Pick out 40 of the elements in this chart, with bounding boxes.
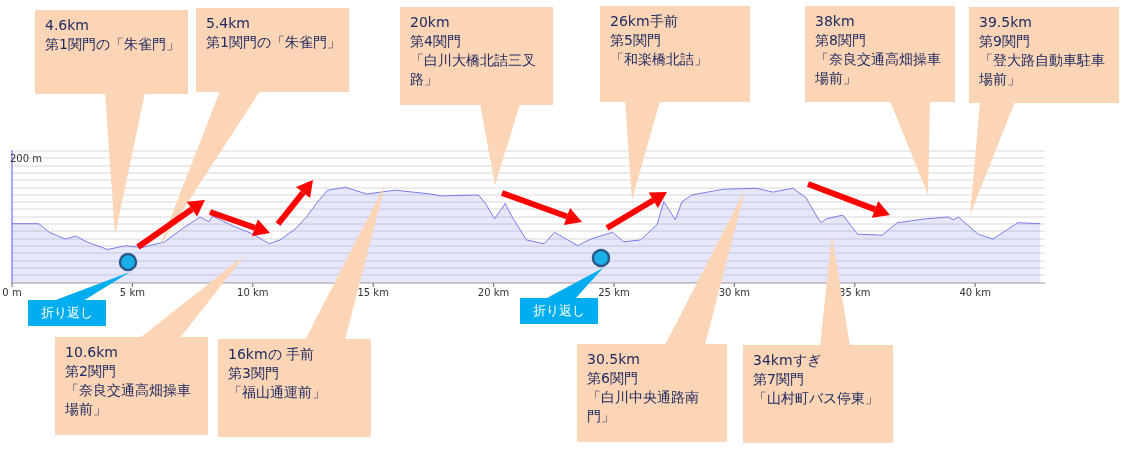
text: 「奈良交通高畑操車場前」 xyxy=(65,381,192,419)
text: 第5関門 xyxy=(610,31,662,50)
text: 「白川中央通路南門」 xyxy=(587,388,700,426)
x-tick-label: 40 km xyxy=(959,287,991,299)
text: 第7関門 xyxy=(753,370,805,389)
x-tick-label: 25 km xyxy=(598,287,630,299)
text: 「福山通運前」 xyxy=(228,383,327,402)
text: 第4関門 xyxy=(410,32,462,51)
x-tick-label: 30 km xyxy=(718,287,751,299)
x-tick-label: 10 km xyxy=(237,287,269,299)
text: 折り返し xyxy=(28,300,106,326)
text: 第1関門の「朱雀門」 xyxy=(206,33,342,52)
text: 第2関門 xyxy=(65,362,117,381)
text: 「白川大橋北詰三叉路」 xyxy=(410,51,537,89)
text: 折り返し xyxy=(520,298,598,324)
x-tick-label: 20 km xyxy=(477,287,510,299)
text: 20km xyxy=(410,13,451,32)
x-tick-label: 0 m xyxy=(2,287,22,299)
text: 第9関門 xyxy=(979,32,1031,51)
text: 10.6km xyxy=(65,343,119,362)
text: 200 m xyxy=(10,153,43,164)
x-tick-label: 5 km xyxy=(119,287,145,299)
text: 39.5km xyxy=(979,13,1033,32)
text: 16kmの 手前 xyxy=(228,345,315,364)
text: 34kmすぎ xyxy=(753,351,822,370)
text: 4.6km xyxy=(45,16,90,35)
text: 5.4km xyxy=(206,14,251,33)
text: 「和楽橋北詰」 xyxy=(610,50,709,69)
text: 「山村町バス停東」 xyxy=(753,389,880,408)
text: 30.5km xyxy=(587,350,641,369)
text: 38km xyxy=(815,12,856,31)
text: 第8関門 xyxy=(815,31,867,50)
text: 第6関門 xyxy=(587,369,639,388)
text: 26km手前 xyxy=(610,12,679,31)
x-tick-label: 35 km xyxy=(839,287,871,299)
text: 「登大路自動車駐車場前」 xyxy=(979,51,1106,89)
text: 第1関門の「朱雀門」 xyxy=(45,35,181,54)
x-tick-label: 15 km xyxy=(357,287,389,299)
text: 「奈良交通高畑操車場前」 xyxy=(815,50,942,88)
text: 第3関門 xyxy=(228,364,280,383)
